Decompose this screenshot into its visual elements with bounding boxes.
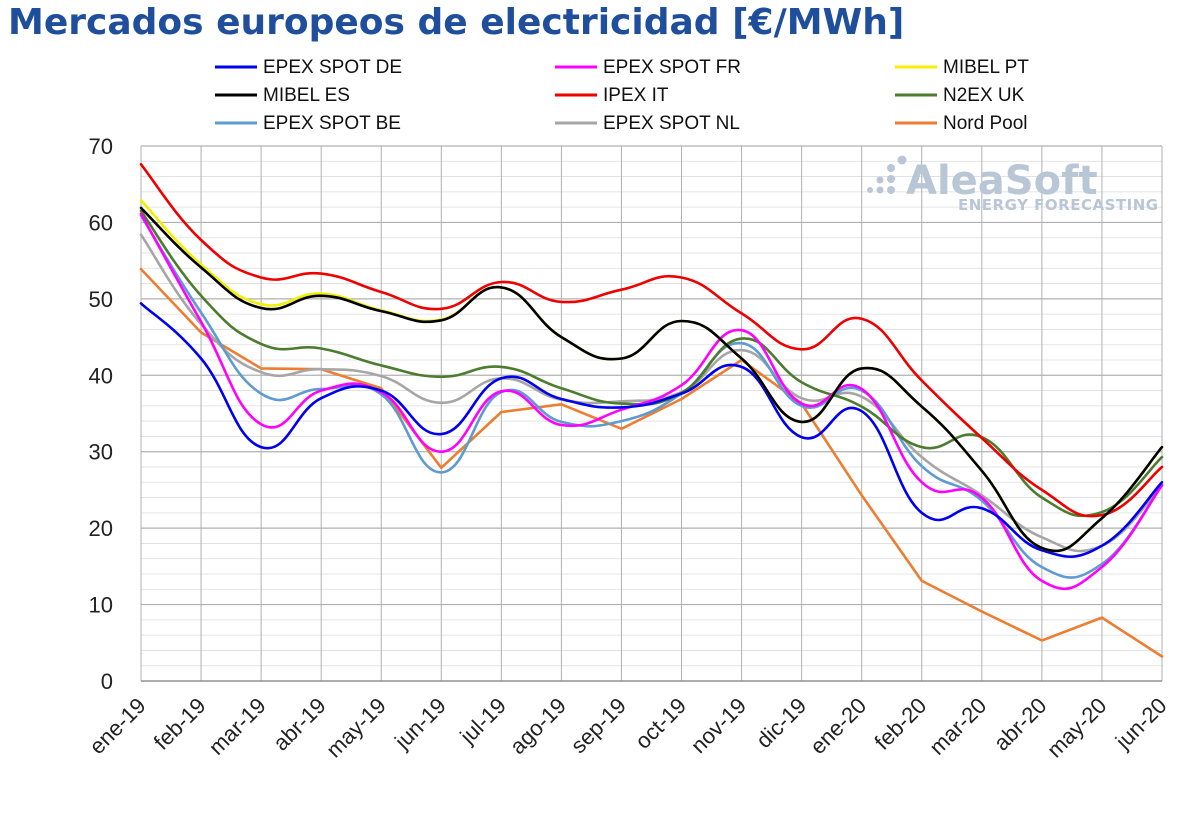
x-tick-label: sep-19 (566, 693, 631, 758)
y-tick-label: 40 (89, 363, 113, 388)
y-tick-label: 30 (89, 440, 113, 465)
series-line-epex-spot-be (139, 214, 1164, 579)
x-tick-label: ago-19 (505, 693, 571, 759)
grid-layer (140, 145, 1163, 682)
x-tick-label: nov-19 (686, 693, 751, 758)
y-tick-label: 0 (101, 669, 113, 694)
y-tick-label: 20 (89, 516, 113, 541)
legend-label-ipex-it: IPEX IT (603, 85, 669, 106)
x-tick-label: dic-19 (751, 693, 811, 753)
logo-dots-icon (867, 155, 907, 194)
legend-label-mibel-pt: MIBEL PT (943, 57, 1029, 78)
y-tick-label: 50 (89, 287, 113, 312)
logo-tagline: ENERGY FORECASTING (958, 196, 1159, 214)
series-line-epex-spot-nl (139, 233, 1164, 553)
y-tick-label: 70 (89, 134, 113, 159)
x-tick-label: jun-20 (1110, 693, 1172, 755)
x-tick-label: may-20 (1042, 693, 1112, 763)
legend-label-mibel-es: MIBEL ES (263, 85, 350, 106)
x-tick-label: jun-19 (389, 693, 451, 755)
legend-label-epex-spot-nl: EPEX SPOT NL (603, 113, 740, 134)
series-layer (139, 163, 1164, 658)
axis-layer: 010203040506070ene-19feb-19mar-19abr-19m… (84, 134, 1171, 762)
series-line-ipex-it (139, 163, 1164, 518)
x-tick-label: mar-20 (924, 693, 991, 760)
legend-label-epex-spot-be: EPEX SPOT BE (263, 113, 401, 134)
y-tick-label: 10 (89, 593, 113, 618)
legend: EPEX SPOT DE EPEX SPOT FR MIBEL PT MIBEL ES… (215, 57, 1029, 134)
x-tick-label: oct-19 (630, 693, 691, 754)
x-tick-label: jul-19 (454, 693, 510, 749)
x-tick-label: ene-19 (84, 693, 150, 759)
aleasoft-logo: AleaSoft ENERGY FORECASTING (867, 155, 1159, 214)
x-tick-label: feb-20 (870, 693, 932, 755)
legend-label-epex-spot-de: EPEX SPOT DE (263, 57, 402, 78)
series-line-epex-spot-de (139, 302, 1164, 558)
legend-label-epex-spot-fr: EPEX SPOT FR (603, 57, 741, 78)
x-tick-label: ene-20 (805, 693, 871, 759)
x-tick-label: mar-19 (204, 693, 271, 760)
x-tick-label: feb-19 (149, 693, 211, 755)
legend-label-nord-pool: Nord Pool (943, 113, 1028, 134)
series-line-n2ex-uk (139, 209, 1164, 518)
series-line-mibel-es (139, 206, 1164, 553)
legend-label-n2ex-uk: N2EX UK (943, 85, 1025, 106)
logo-text: AleaSoft (906, 158, 1098, 204)
y-tick-label: 60 (89, 210, 113, 235)
series-line-epex-spot-fr (139, 212, 1164, 591)
chart-title: Mercados europeos de electricidad [€/MWh… (8, 2, 905, 43)
x-tick-label: may-19 (321, 693, 391, 763)
